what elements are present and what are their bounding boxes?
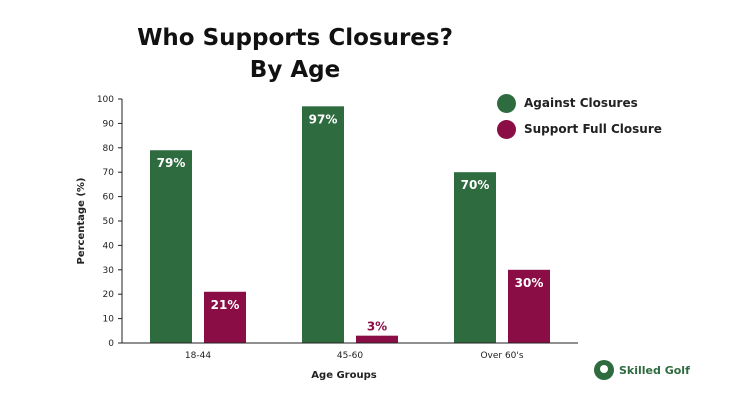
chart-title-line-2: By Age xyxy=(249,57,341,83)
y-tick-label: 60 xyxy=(103,193,115,203)
bar xyxy=(454,172,496,343)
y-tick-label: 50 xyxy=(103,217,115,227)
chart-title: Who Supports Closures? By Age xyxy=(0,22,590,86)
y-tick-label: 10 xyxy=(103,315,115,325)
bar-data-label: 3% xyxy=(367,320,387,334)
y-tick-label: 100 xyxy=(97,95,114,105)
legend-swatch-against-closures xyxy=(497,93,516,113)
bar xyxy=(356,335,398,343)
legend-label-against-closures: Against Closures xyxy=(524,96,638,110)
chart-title-line-1: Who Supports Closures? xyxy=(137,25,453,51)
bar xyxy=(150,150,192,343)
y-tick-label: 40 xyxy=(103,241,115,251)
y-tick-label: 30 xyxy=(103,266,115,276)
y-tick-label: 0 xyxy=(108,339,114,349)
golf-ball-icon xyxy=(594,360,614,380)
bars: 79% 21% 97% 3% 70% 30% xyxy=(150,106,550,343)
bar xyxy=(302,106,344,343)
legend: Against Closures Support Full Closure xyxy=(497,90,662,142)
y-tick-label: 70 xyxy=(103,168,115,178)
bar-data-label: 97% xyxy=(309,112,338,126)
y-axis-label: Percentage (%) xyxy=(76,178,87,265)
y-axis-ticks: 0 10 20 30 40 50 60 70 80 90 100 xyxy=(97,95,122,349)
x-tick-label: Over 60's xyxy=(480,351,523,361)
bar-data-label: 30% xyxy=(515,276,544,290)
x-tick-label: 18-44 xyxy=(185,351,211,361)
y-tick-label: 90 xyxy=(103,119,115,129)
brand-logo: Skilled Golf xyxy=(594,360,690,380)
legend-item-support-full-closure: Support Full Closure xyxy=(497,116,662,142)
y-tick-label: 80 xyxy=(103,144,115,154)
y-tick-label: 20 xyxy=(103,290,115,300)
brand-logo-text: Skilled Golf xyxy=(619,363,690,377)
bar-data-label: 70% xyxy=(461,178,490,192)
legend-label-support-full-closure: Support Full Closure xyxy=(524,122,662,136)
bar-data-label: 79% xyxy=(157,156,186,170)
legend-swatch-support-full-closure xyxy=(497,119,516,139)
x-tick-label: 45-60 xyxy=(337,351,363,361)
x-axis-label: Age Groups xyxy=(311,370,376,381)
bar xyxy=(508,269,550,343)
x-axis-ticks: 18-44 45-60 Over 60's xyxy=(185,351,524,361)
legend-item-against-closures: Against Closures xyxy=(497,90,662,116)
bar-data-label: 21% xyxy=(211,298,240,312)
bar xyxy=(204,291,246,343)
